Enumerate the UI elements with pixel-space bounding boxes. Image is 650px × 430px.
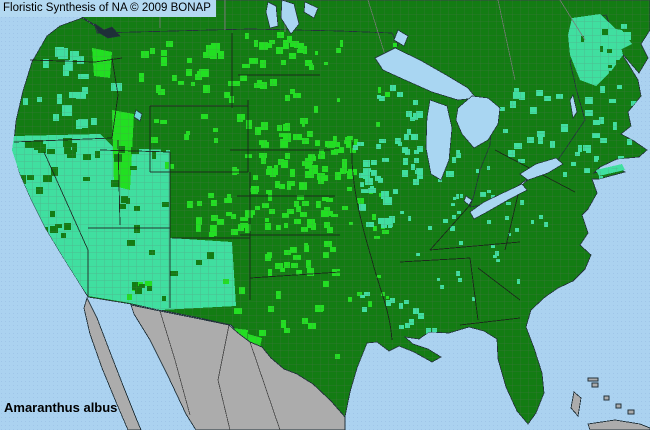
unmapped-gray-regions xyxy=(83,296,650,430)
flathead-lake xyxy=(133,109,143,122)
lake-nipigon xyxy=(393,29,409,47)
lake-huron xyxy=(455,95,501,149)
bahama-island xyxy=(603,395,610,401)
species-name-label: Amaranthus albus xyxy=(4,400,118,415)
lake-manitoba xyxy=(303,1,319,19)
lake-winnipeg xyxy=(280,0,300,35)
lake-st-clair xyxy=(463,195,473,206)
grand-bahama xyxy=(587,377,599,382)
puget-sound-inlets xyxy=(94,23,121,39)
baja-california xyxy=(83,296,142,430)
mexico-state-borders xyxy=(159,310,281,430)
map-title-label: Floristic Synthesis of NA © 2009 BONAP xyxy=(0,0,216,17)
lake-champlain xyxy=(569,94,578,119)
cuba xyxy=(587,419,650,430)
great-lakes xyxy=(94,0,578,220)
lake-ontario xyxy=(519,157,564,181)
state-borders xyxy=(13,33,576,341)
bahama-island xyxy=(627,409,635,415)
lake-erie xyxy=(469,183,528,220)
mexico-mainland xyxy=(130,304,346,430)
bahama-island xyxy=(615,403,622,409)
bahama-island xyxy=(591,382,599,388)
andros-island xyxy=(570,391,582,418)
lake-michigan xyxy=(425,99,453,181)
lake-winnipegosis xyxy=(265,1,279,29)
